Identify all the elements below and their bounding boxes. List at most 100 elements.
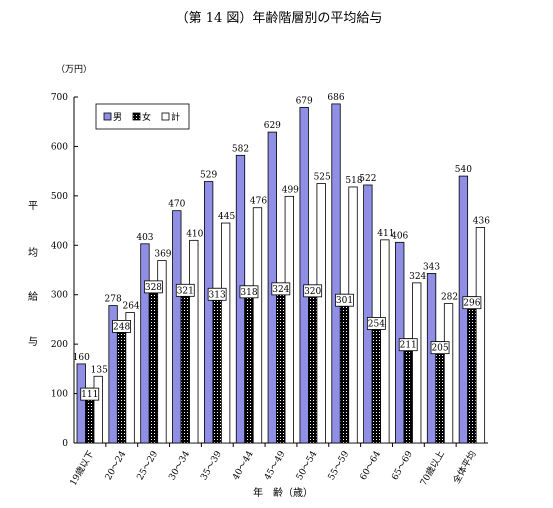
category-labels: 19歳以下 20～24 25～29 30～34 35～39 40～44 45～49 50～54… [67,448,479,487]
x-category-label: 全体平均 [450,448,478,485]
data-label-female: 296 [463,299,480,309]
bar-男-40～44 [235,154,246,444]
bar-男-35～39 [203,181,214,444]
x-category-label: 19歳以下 [67,449,97,488]
bar-女-25～29 [148,280,159,444]
legend-swatch-計 [161,112,170,121]
bar-女-55～59 [339,293,350,444]
data-label-male: 629 [264,121,281,131]
bar-女-70歳以上 [435,341,445,444]
bar-女-40～44 [244,285,254,444]
bar-男-全体平均 [458,175,469,444]
legend-label-女: 女 [142,111,151,123]
y-axis-label-char: 与 [28,336,38,348]
data-label-male: 582 [232,144,249,154]
y-tick-label: 200 [51,340,68,350]
data-label-female-box [112,320,131,333]
x-category-label: 70歳以上 [417,449,447,488]
chart-title: （第 14 図）年齢階層別の平均給与 [176,11,383,26]
legend-swatch-男 [103,112,112,121]
x-category-label: 50～54 [295,449,320,482]
data-label-total: 410 [186,229,203,239]
data-label-female-box [335,293,354,307]
data-label-total: 135 [91,365,108,375]
y-axis-label-char: 均 [28,247,38,259]
bar-男-60～64 [363,184,373,444]
bar-計-全体平均 [475,227,486,444]
bar-計-60～64 [380,239,390,444]
bar-男-30～34 [172,210,182,444]
bar-計-25～29 [157,260,167,444]
data-label-male: 160 [73,353,90,363]
bar-計-40～44 [252,207,263,444]
data-label-male: 686 [327,93,344,103]
data-label-female: 328 [145,283,162,293]
data-label-female-box [366,317,386,330]
y-axis-label-char: 給 [28,290,38,303]
legend-swatch-女 [132,112,141,121]
bar-計-30～34 [189,239,199,444]
x-category-label: 25～29 [136,449,161,482]
x-category-label: 65～69 [390,449,415,482]
y-tick-label: 600 [51,142,68,152]
data-label-total: 282 [441,293,458,303]
data-label-male: 343 [423,262,440,272]
bar-計-35～39 [220,222,231,444]
data-label-total: 499 [282,185,299,195]
data-label-total: 445 [218,212,235,222]
bar-計-20～24 [125,312,135,444]
data-label-total: 324 [409,272,426,282]
y-axis-label: 平均給与 [28,201,38,348]
x-category-label: 35～39 [199,449,224,482]
bar-男-70歳以上 [426,273,437,444]
y-tick-label: 400 [51,241,68,251]
y-tick-label: 300 [51,291,68,301]
bar-計-45～49 [284,195,294,444]
bar-女-45～49 [276,282,286,444]
data-label-female: 111 [81,390,98,400]
y-tick-label: 0 [62,439,68,449]
data-label-female-box [462,296,482,310]
y-tick-label: 500 [51,192,68,202]
data-label-male: 522 [359,174,376,184]
bar-男-50～54 [299,106,309,444]
data-label-female-box [175,283,195,297]
data-label-male: 406 [391,231,408,241]
bars [76,103,486,444]
x-category-label: 60～64 [359,449,384,482]
data-label-male: 529 [200,171,217,181]
y-unit-label: （万円） [56,64,92,75]
bar-女-50～54 [308,284,318,444]
x-axis-label: 年 齢（歳） [253,486,313,499]
data-label-female-box [80,387,100,401]
data-label-female: 211 [400,341,417,351]
data-label-female-box [398,338,418,352]
data-label-male: 470 [168,200,185,210]
data-label-female: 313 [209,290,226,300]
data-label-female-box [239,285,259,299]
data-label-total: 411 [377,229,394,239]
bar-女-20～24 [116,320,127,444]
bar-女-60～64 [371,317,382,444]
data-label-female-box [271,282,291,296]
data-label-female: 320 [304,287,321,297]
data-label-female-box [303,284,323,298]
bar-女-65～69 [403,338,413,444]
legend-label-男: 男 [113,112,122,123]
y-tick-label: 100 [51,390,68,400]
x-category-label: 40～44 [231,449,256,482]
data-label-female-box [207,287,227,301]
legend: 男女計 [95,103,190,130]
legend-box [95,103,190,130]
data-label-total: 518 [345,176,362,186]
data-label-female: 324 [272,285,289,295]
data-label-female: 205 [431,344,448,354]
data-label-total: 264 [123,302,140,312]
data-label-male: 278 [105,295,122,305]
bar-男-19歳以下 [76,363,86,444]
legend-label-計: 計 [171,111,180,123]
data-label-female: 318 [240,288,257,298]
data-label-total: 369 [154,250,171,260]
